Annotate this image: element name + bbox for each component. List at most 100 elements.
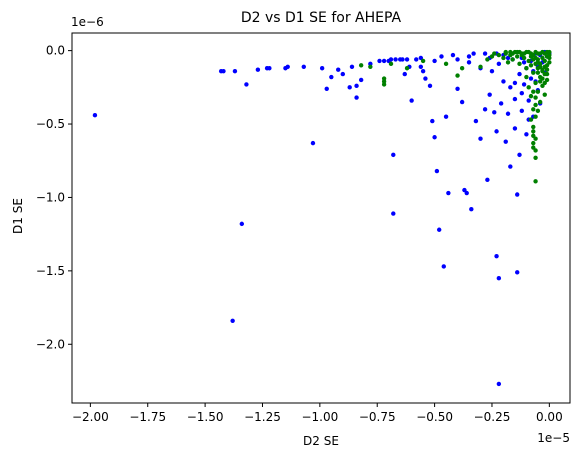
scatter-point bbox=[473, 118, 479, 124]
chart-title: D2 vs D1 SE for AHEPA bbox=[241, 10, 402, 26]
x-offset-label: 1e−5 bbox=[537, 431, 570, 445]
scatter-point bbox=[427, 83, 433, 89]
scatter-point bbox=[478, 136, 483, 141]
scatter-point bbox=[535, 108, 541, 114]
scatter-point bbox=[232, 68, 238, 74]
scatter-point bbox=[400, 57, 405, 62]
scatter-point bbox=[524, 132, 529, 137]
scatter-point bbox=[414, 57, 419, 62]
scatter-point bbox=[469, 206, 474, 212]
scatter-point bbox=[329, 74, 334, 80]
scatter-point bbox=[485, 57, 490, 62]
scatter-point bbox=[430, 118, 435, 124]
scatter-point bbox=[498, 101, 504, 106]
scatter-point bbox=[510, 51, 515, 56]
scatter-point bbox=[244, 82, 249, 87]
scatter-point bbox=[381, 58, 387, 64]
scatter-point bbox=[310, 140, 316, 146]
scatter-point bbox=[528, 76, 534, 81]
scatter-point bbox=[420, 68, 426, 74]
scatter-point bbox=[501, 79, 506, 84]
scatter-point bbox=[443, 114, 449, 119]
scatter-point bbox=[544, 71, 550, 77]
scatter-point bbox=[324, 86, 329, 91]
x-tick-label: 0.00 bbox=[536, 410, 563, 424]
scatter-point bbox=[418, 64, 424, 69]
scatter-point bbox=[524, 49, 529, 55]
scatter-point bbox=[494, 253, 499, 259]
scatter-point bbox=[455, 73, 460, 78]
scatter-point bbox=[478, 64, 483, 69]
scatter-point bbox=[432, 135, 437, 140]
scatter-point bbox=[492, 110, 497, 115]
scatter-point bbox=[526, 58, 531, 64]
scatter-point bbox=[496, 275, 502, 281]
scatter-point bbox=[388, 61, 394, 67]
scatter-point bbox=[540, 76, 545, 81]
scatter-point bbox=[533, 102, 538, 108]
scatter-point bbox=[533, 95, 538, 100]
scatter-point bbox=[482, 107, 488, 112]
scatter-point bbox=[443, 61, 449, 67]
scatter-point bbox=[368, 64, 373, 69]
scatter-point bbox=[466, 54, 472, 59]
scatter-point bbox=[354, 83, 359, 89]
scatter-point bbox=[519, 90, 525, 96]
x-tick-label: −1.25 bbox=[244, 410, 281, 424]
y-tick-label: −0.5 bbox=[36, 117, 65, 131]
scatter-point bbox=[517, 71, 522, 77]
scatter-point bbox=[531, 107, 536, 112]
scatter-point bbox=[531, 140, 536, 146]
scatter-point bbox=[542, 58, 547, 64]
x-tick-label: −1.75 bbox=[129, 410, 166, 424]
scatter-point bbox=[524, 66, 529, 71]
scatter-point bbox=[517, 152, 522, 158]
scatter-point bbox=[537, 99, 543, 105]
scatter-point bbox=[402, 71, 407, 77]
scatter-point bbox=[533, 136, 538, 141]
scatter-point bbox=[524, 74, 529, 80]
scatter-point bbox=[455, 86, 460, 91]
scatter-point bbox=[255, 67, 261, 72]
scatter-point bbox=[459, 66, 465, 71]
scatter-point bbox=[391, 152, 396, 158]
x-tick-label: −0.50 bbox=[416, 410, 453, 424]
scatter-point bbox=[531, 57, 536, 62]
points-layer bbox=[92, 49, 552, 387]
scatter-point bbox=[515, 270, 520, 275]
scatter-point bbox=[508, 164, 513, 169]
x-tick-label: −2.00 bbox=[72, 410, 109, 424]
scatter-point bbox=[434, 168, 440, 174]
scatter-point bbox=[489, 68, 495, 74]
scatter-point bbox=[358, 63, 364, 68]
y-offset-label: 1e−6 bbox=[71, 15, 104, 29]
scatter-point bbox=[319, 66, 325, 71]
scatter-point bbox=[533, 61, 538, 67]
scatter-point bbox=[496, 61, 502, 67]
y-axis-label: D1 SE bbox=[11, 198, 25, 234]
scatter-point bbox=[515, 192, 520, 197]
scatter-point bbox=[526, 85, 531, 90]
scatter-point bbox=[537, 64, 543, 69]
scatter-point bbox=[542, 92, 547, 97]
scatter-point bbox=[450, 52, 456, 58]
scatter-point bbox=[358, 77, 364, 83]
scatter-point bbox=[496, 52, 502, 58]
scatter-point bbox=[420, 58, 426, 64]
scatter-point bbox=[221, 68, 226, 74]
scatter-point bbox=[528, 93, 534, 99]
scatter-point bbox=[535, 51, 541, 56]
scatter-point bbox=[230, 318, 235, 323]
scatter-point bbox=[347, 85, 352, 90]
ticks-layer: −2.00 −1.75 −1.50 −1.25 −1.00 −0.75 −0.50 −0.25… bbox=[36, 44, 563, 424]
scatter-point bbox=[377, 58, 382, 64]
scatter-point bbox=[533, 80, 538, 86]
scatter-point bbox=[510, 57, 515, 62]
scatter-point bbox=[455, 57, 460, 62]
scatter-point bbox=[547, 60, 552, 65]
scatter-point bbox=[464, 190, 469, 196]
scatter-point bbox=[519, 108, 525, 114]
x-tick-label: −1.00 bbox=[301, 410, 338, 424]
